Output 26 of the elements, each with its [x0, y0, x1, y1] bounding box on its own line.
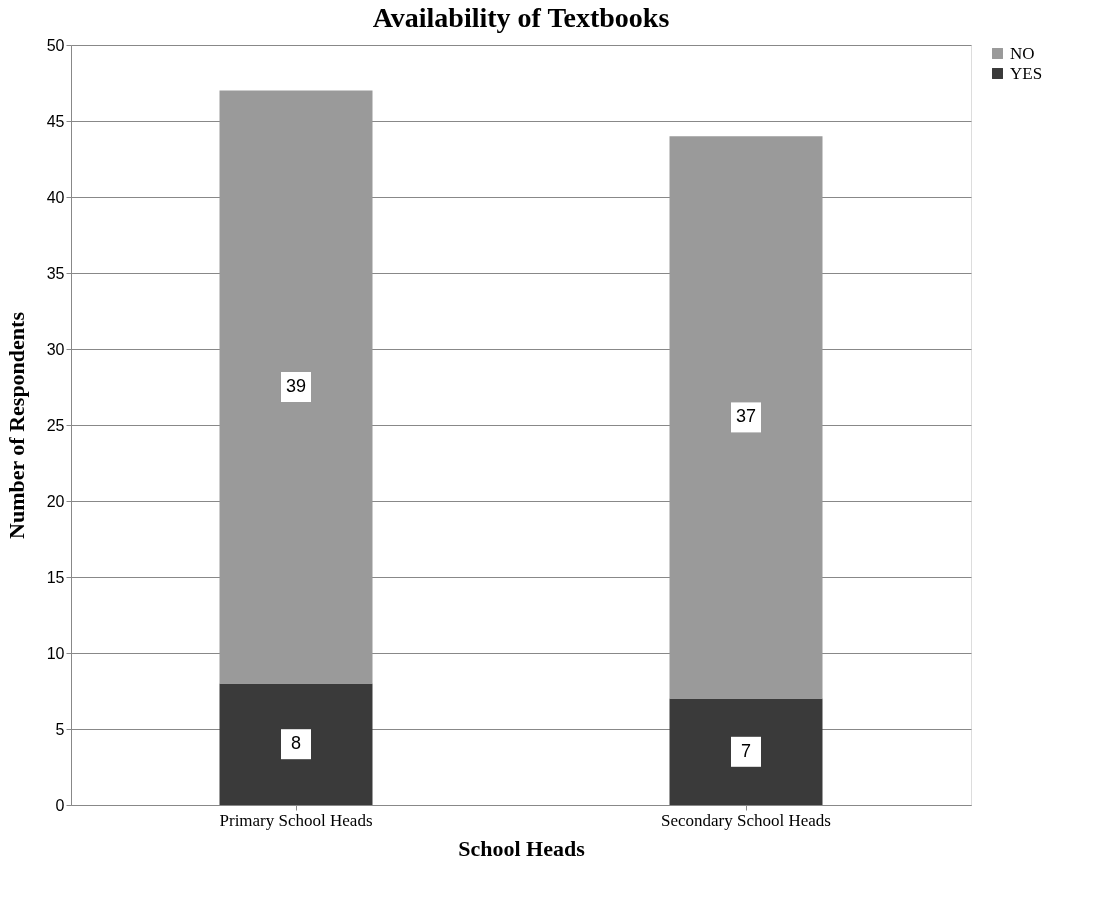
y-tick-label: 35 [46, 264, 65, 282]
data-label: 8 [290, 733, 302, 754]
bar [669, 136, 823, 699]
bar [219, 683, 373, 805]
data-label: 37 [735, 406, 757, 427]
legend-label: NO [1010, 43, 1035, 63]
y-tick-label: 45 [46, 112, 65, 130]
y-axis-title: Number of Respondents [3, 311, 29, 539]
bar [669, 698, 823, 805]
y-tick-label: 30 [46, 340, 65, 358]
chart-title: Availability of Textbooks [372, 2, 670, 33]
y-tick-label: 0 [55, 796, 65, 814]
y-tick-label: 25 [46, 416, 65, 434]
x-tick-label: Primary School Heads [219, 810, 373, 830]
bar [219, 90, 373, 684]
legend-label: YES [1010, 63, 1043, 83]
y-tick-label: 50 [46, 36, 65, 54]
y-tick-label: 20 [46, 492, 65, 510]
x-axis-title: School Heads [458, 835, 586, 861]
y-tick-label: 40 [46, 188, 65, 206]
y-tick-label: 5 [55, 720, 65, 738]
y-tick-label: 10 [46, 644, 65, 662]
data-label: 7 [740, 740, 752, 761]
data-label: 39 [285, 376, 307, 396]
y-tick-label: 15 [46, 568, 65, 586]
x-tick-label: Secondary School Heads [661, 810, 831, 830]
